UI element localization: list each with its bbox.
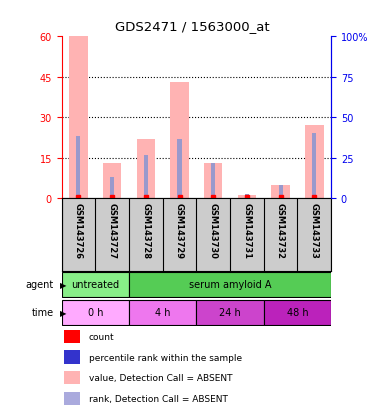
Bar <box>196 300 264 325</box>
Text: serum amyloid A: serum amyloid A <box>189 279 271 289</box>
Text: count: count <box>89 332 114 341</box>
Text: rank, Detection Call = ABSENT: rank, Detection Call = ABSENT <box>89 394 228 403</box>
Text: GSM143727: GSM143727 <box>108 202 117 258</box>
Text: GSM143728: GSM143728 <box>141 202 150 258</box>
Bar <box>76 137 80 199</box>
Bar <box>312 134 316 199</box>
Bar <box>245 195 249 199</box>
Bar <box>129 300 196 325</box>
Bar <box>144 156 148 199</box>
Bar <box>129 272 331 297</box>
Text: GDS2471 / 1563000_at: GDS2471 / 1563000_at <box>115 20 270 33</box>
Bar <box>170 83 189 199</box>
Bar <box>264 300 331 325</box>
Text: ▶: ▶ <box>60 308 66 317</box>
Bar <box>64 330 80 343</box>
Bar <box>271 185 290 199</box>
Bar <box>177 140 182 199</box>
Bar <box>64 351 80 364</box>
Text: GSM143729: GSM143729 <box>175 202 184 258</box>
Bar <box>62 272 129 297</box>
Text: value, Detection Call = ABSENT: value, Detection Call = ABSENT <box>89 373 232 382</box>
Text: GSM143726: GSM143726 <box>74 202 83 258</box>
Bar <box>137 140 155 199</box>
Text: GSM143731: GSM143731 <box>243 202 251 258</box>
Bar <box>110 177 114 199</box>
Bar <box>305 126 323 199</box>
Bar <box>64 371 80 385</box>
Bar <box>103 164 121 199</box>
Text: percentile rank within the sample: percentile rank within the sample <box>89 353 242 362</box>
Text: 24 h: 24 h <box>219 307 241 317</box>
Text: agent: agent <box>26 280 54 290</box>
Text: 48 h: 48 h <box>286 307 308 317</box>
Bar <box>64 392 80 405</box>
Text: ▶: ▶ <box>60 280 66 289</box>
Bar <box>238 196 256 199</box>
Text: GSM143730: GSM143730 <box>209 202 218 258</box>
Bar <box>62 300 129 325</box>
Text: 4 h: 4 h <box>155 307 171 317</box>
Bar <box>69 37 88 199</box>
Text: GSM143733: GSM143733 <box>310 202 319 258</box>
Bar <box>204 164 223 199</box>
Text: 0 h: 0 h <box>87 307 103 317</box>
Text: time: time <box>32 307 54 318</box>
Bar <box>211 164 215 199</box>
Bar <box>279 185 283 199</box>
Text: untreated: untreated <box>71 279 119 289</box>
Text: GSM143732: GSM143732 <box>276 202 285 258</box>
